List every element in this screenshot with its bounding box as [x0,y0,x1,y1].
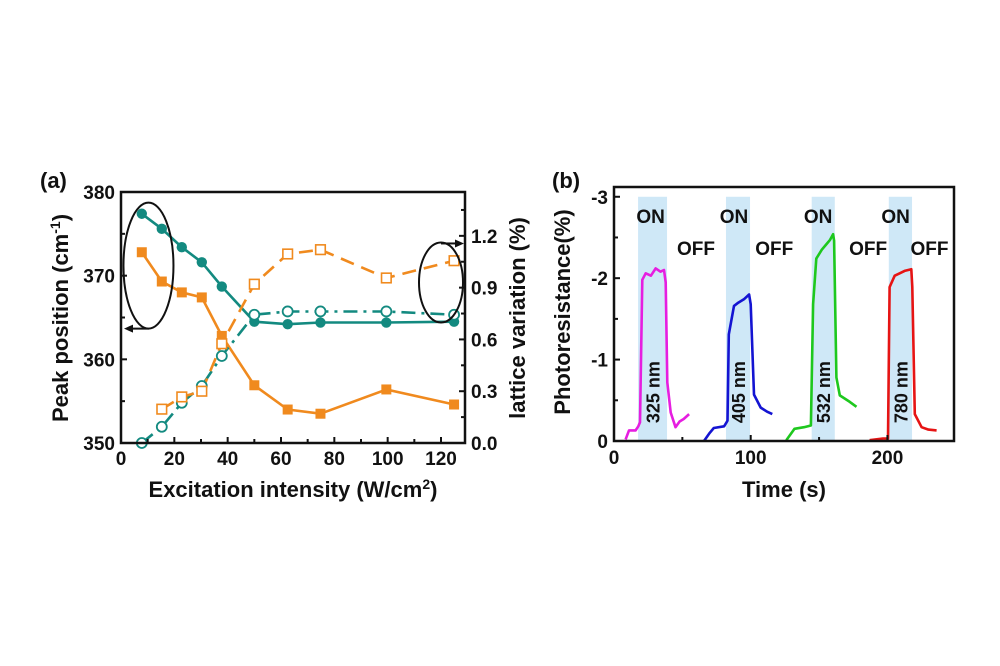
data-point-peak-teal [156,223,167,235]
data-point-lattice-teal [314,305,327,318]
x-tick-label: 100 [735,448,767,469]
data-point-peak-teal [315,317,326,328]
wavelength-label: 325 nm [644,361,664,423]
x-tick-label: 100 [372,449,404,470]
data-point-lattice-orange [216,338,228,350]
data-point-peak-orange [449,399,460,410]
data-point-peak-teal [196,257,207,268]
y-tick-label: 380 [83,183,115,204]
x-tick-label: 120 [425,449,457,470]
y-tick-label: 350 [83,434,115,455]
y2-tick-label: 0.3 [471,382,497,403]
x-tick-label: 200 [872,448,904,469]
left-arrow-head-icon [124,324,133,333]
x-tick-label: 80 [324,449,345,470]
data-point-peak-teal [282,318,293,330]
wavelength-label: 405 nm [729,361,749,423]
data-point-lattice-orange [380,272,392,284]
data-point-peak-orange [315,408,326,419]
off-label: OFF [849,239,887,260]
y2-tick-label: 0.6 [471,330,497,351]
y-tick-label: 0 [597,432,608,453]
data-point-lattice-teal [155,420,168,433]
light-on-region [888,196,913,441]
data-point-peak-teal [136,208,147,219]
panel-b-ylabel: Photoresistance(%) [550,209,575,414]
data-point-peak-orange [196,292,207,303]
y2-tick-label: 0.9 [471,279,497,300]
data-point-lattice-orange [314,244,327,256]
y-tick-label: 360 [83,350,115,371]
data-point-lattice-orange [282,248,294,260]
data-point-peak-orange [156,276,167,287]
panel-a-xlabel: Excitation intensity (W/cm2) [149,476,438,502]
panel-a-frame [119,190,467,445]
panel-a-label: (a) [40,168,67,193]
data-point-lattice-teal [215,350,228,362]
x-tick-label: 20 [164,449,185,470]
x-tick-label: 0 [116,449,127,470]
off-label: OFF [755,239,793,260]
wavelength-label: 532 nm [814,361,834,423]
on-label: ON [804,207,833,228]
series-line-peak-teal [141,212,455,326]
on-label: ON [636,207,665,228]
data-point-lattice-orange [176,391,188,403]
data-point-peak-orange [381,384,392,395]
y2-tick-label: 1.2 [471,227,497,248]
data-point-peak-teal [176,242,187,253]
annotation-ellipse [122,201,175,330]
photoresponse-curve-405nm [702,293,773,442]
panel-a-y2label: lattice variation (%) [505,217,530,419]
photoresponse-curve-532nm [785,232,858,441]
data-point-peak-teal [381,317,392,328]
on-label: ON [720,207,749,228]
off-label: OFF [677,239,715,260]
annotation-ellipse [418,241,464,324]
y-tick-label: -2 [591,269,608,290]
panel-a-ylabel: Peak position (cm-1) [47,214,73,422]
data-point-lattice-orange [196,385,208,397]
data-point-lattice-teal [248,308,261,321]
series-line-lattice-teal [140,310,455,445]
data-point-peak-orange [249,380,260,391]
off-label: OFF [911,239,949,260]
data-point-peak-teal [216,281,227,292]
panel-b-label: (b) [552,168,580,193]
x-tick-label: 0 [609,448,620,469]
y-tick-label: -3 [591,188,608,209]
x-tick-label: 60 [270,449,291,470]
wavelength-label: 780 nm [891,361,911,423]
panel-b-frame [612,185,956,443]
x-tick-label: 40 [217,449,238,470]
data-point-peak-orange [216,330,227,341]
data-point-lattice-orange [248,278,260,290]
data-point-peak-orange [136,247,147,258]
right-arrow-head-icon [455,239,464,248]
data-point-lattice-orange [156,403,168,415]
y-tick-label: 370 [83,267,115,288]
panel-b-xlabel: Time (s) [742,477,826,502]
data-point-peak-orange [176,287,187,298]
on-label: ON [881,207,910,228]
y-tick-label: -1 [591,351,608,372]
photoresponse-curve-325nm [624,267,690,440]
y2-tick-label: 0.0 [471,434,497,455]
data-point-lattice-teal [281,305,294,318]
light-on-region [725,196,751,441]
data-point-peak-orange [282,404,293,415]
panel-a: (a) 0 20 40 60 80 100 120 350 360 370 380 0.0 0.3 0.6… [40,168,530,502]
data-point-lattice-teal [380,305,393,318]
series-line-peak-orange [140,251,455,416]
